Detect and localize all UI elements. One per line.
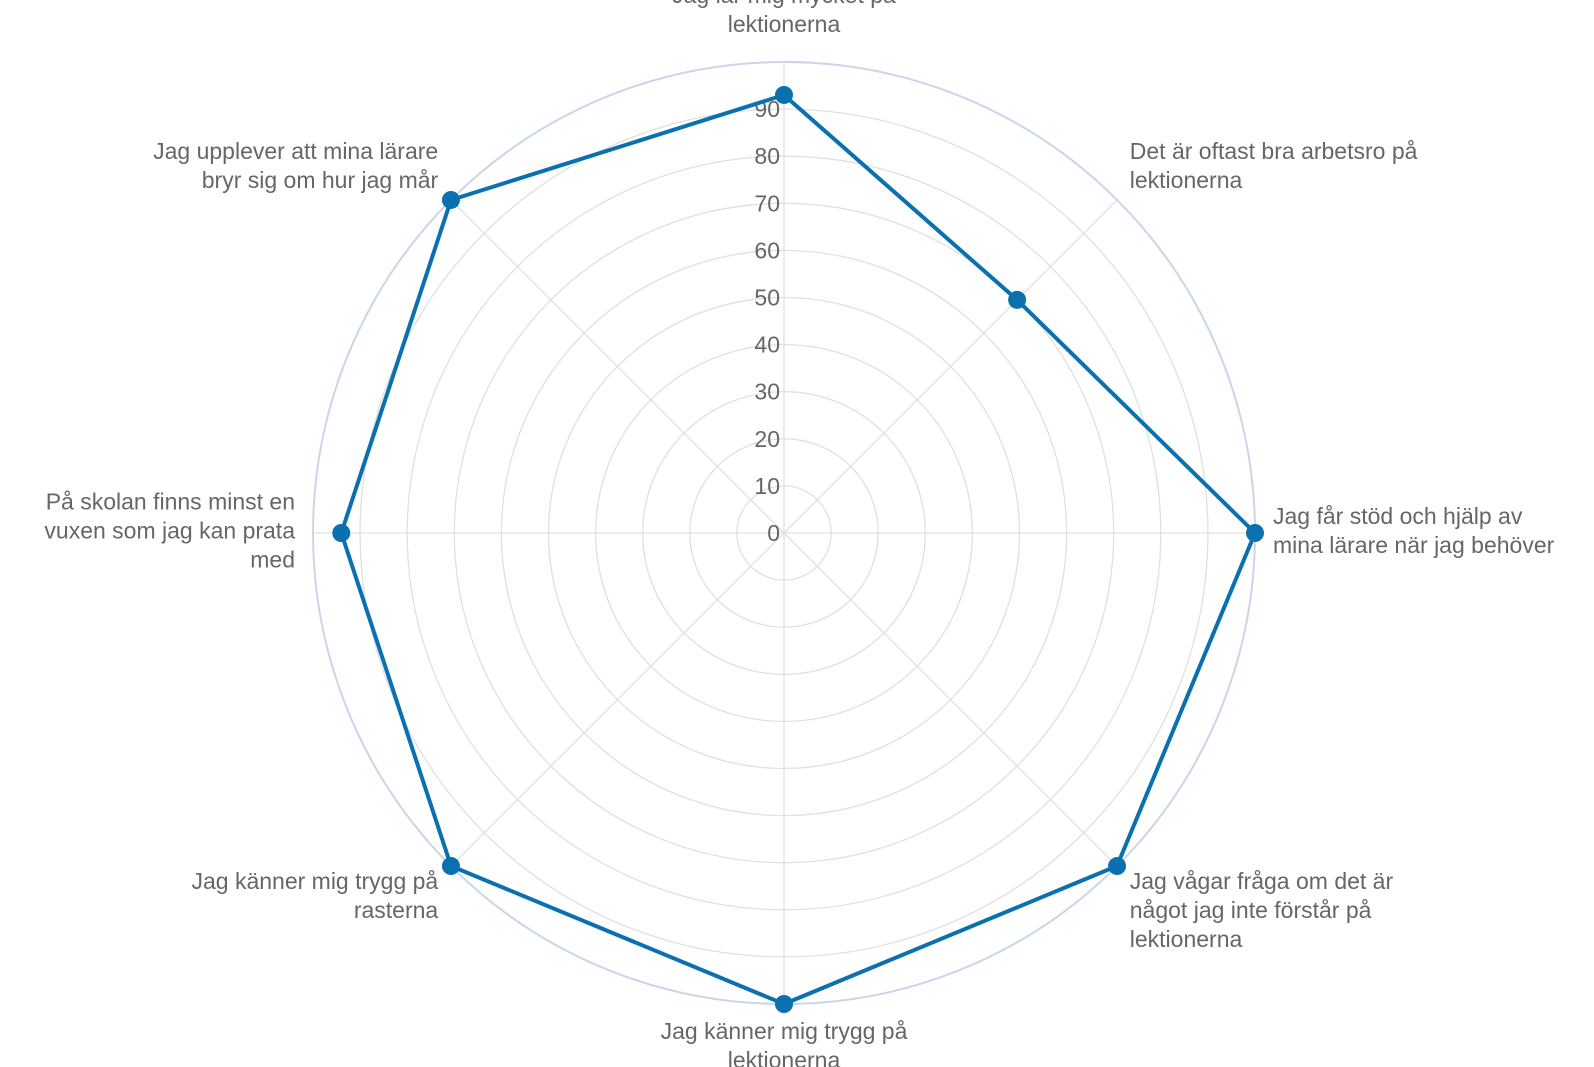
category-label: Jag vågar fråga om det är något jag inte … [1130, 868, 1394, 952]
category-label-line: bryr sig om hur jag mår [202, 167, 439, 193]
radial-tick-label: 60 [754, 237, 780, 263]
category-label-line: Jag lär mig mycket på [672, 0, 896, 8]
category-label-line: lektionerna [728, 11, 841, 37]
data-point[interactable] [441, 857, 460, 876]
category-label-line: Jag upplever att mina lärare [153, 138, 438, 164]
radial-tick-label: 0 [767, 520, 780, 546]
category-label: Jag får stöd och hjälp av mina lärare när… [1273, 503, 1555, 558]
category-label-line: lektionerna [728, 1047, 841, 1067]
data-point[interactable] [775, 995, 793, 1013]
grid-layer [312, 61, 1256, 1005]
category-label-line: med [250, 547, 295, 573]
category-label-line: Jag får stöd och hjälp av [1273, 503, 1523, 529]
category-label: Det är oftast bra arbetsro på lektionerna [1130, 138, 1418, 193]
category-label-line: Det är oftast bra arbetsro på [1130, 138, 1418, 164]
category-label: Jag känner mig trygg på lektionerna [661, 1018, 908, 1067]
series-layer [332, 85, 1264, 1013]
spoke-7 [450, 199, 785, 534]
radial-tick-label: 20 [754, 426, 780, 452]
radial-tick-label: 50 [754, 285, 780, 311]
category-label: Jag känner mig trygg på rasterna [191, 868, 438, 923]
category-label-line: något jag inte förstår på [1130, 897, 1372, 923]
category-label-line: lektionerna [1130, 167, 1243, 193]
data-point[interactable] [441, 190, 460, 209]
category-label-line: Jag känner mig trygg på [191, 868, 438, 894]
category-label: På skolan finns minst en vuxen som jag ka… [44, 489, 295, 573]
radial-tick-label: 30 [754, 379, 780, 405]
data-point[interactable] [1008, 290, 1027, 309]
category-label-line: vuxen som jag kan prata [44, 518, 295, 544]
spoke-1 [783, 199, 1118, 534]
category-label-line: Jag vågar fråga om det är [1130, 868, 1394, 894]
data-point[interactable] [1108, 857, 1127, 876]
category-label-line: Jag känner mig trygg på [661, 1018, 908, 1044]
category-label-line: På skolan finns minst en [46, 489, 295, 515]
spoke-3 [783, 532, 1118, 867]
data-point[interactable] [775, 85, 793, 104]
category-label-line: rasterna [354, 897, 439, 923]
category-labels: Jag lär mig mycket pålektionernaDet är o… [44, 0, 1554, 1067]
data-point[interactable] [1246, 524, 1264, 542]
radial-tick-label: 40 [754, 332, 780, 358]
radial-tick-label: 70 [754, 190, 780, 216]
radial-tick-label: 80 [754, 143, 780, 169]
category-label-line: mina lärare när jag behöver [1273, 532, 1555, 558]
data-point[interactable] [332, 524, 351, 542]
category-label: Jag lär mig mycket på lektionerna [672, 0, 896, 37]
spoke-5 [450, 532, 785, 867]
radial-tick-label: 10 [754, 473, 780, 499]
category-label-line: lektionerna [1130, 926, 1243, 952]
category-label: Jag upplever att mina lärare bryr sig om … [153, 138, 438, 193]
